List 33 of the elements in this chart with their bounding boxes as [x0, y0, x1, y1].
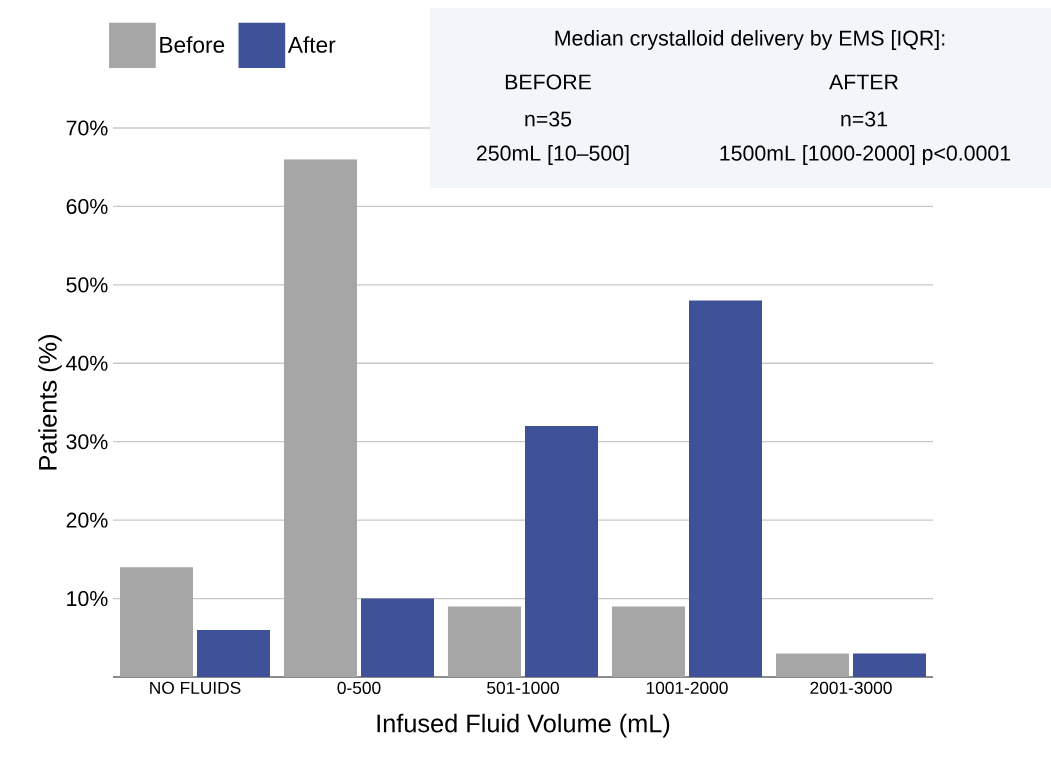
bar [120, 567, 194, 677]
x-tick-label: 0-500 [337, 681, 381, 694]
x-axis-title: Infused Fluid Volume (mL) [377, 713, 670, 738]
y-tick-label: 70% [66, 120, 108, 136]
bar [361, 598, 434, 677]
legend-label: After [287, 36, 336, 53]
x-tick-label: 1001-2000 [646, 681, 728, 694]
text: BEFORE [505, 74, 591, 90]
bar [852, 653, 926, 677]
y-tick-label: 20% [66, 512, 108, 528]
bar [775, 653, 849, 677]
bar [525, 426, 598, 677]
x-tick-label: 501-1000 [487, 681, 559, 694]
bar [197, 629, 271, 677]
legend-label: Before [160, 36, 225, 53]
y-tick-label: 10% [67, 591, 108, 607]
text: AFTER [829, 74, 898, 90]
y-tick-label: 30% [66, 434, 108, 450]
bar [284, 159, 357, 677]
bar [612, 606, 685, 677]
annotation: 250mL [10–500] [476, 145, 629, 165]
annotation: 1500mL [1000-2000] p<0.0001 [720, 145, 1011, 165]
text: n=31 [841, 111, 887, 127]
bar [689, 300, 762, 677]
y-axis-title: Patients (%) [38, 335, 62, 470]
text: n=35 [525, 111, 572, 127]
x-tick-label: 2001-3000 [810, 681, 892, 694]
text: Median crystalloid delivery by EMS [IQR]: [555, 30, 945, 50]
x-tick-label: NO FLUIDS [150, 681, 241, 694]
y-tick-label: 60% [66, 198, 108, 214]
y-tick-label: 40% [66, 355, 108, 371]
bar [448, 606, 521, 677]
y-tick-label: 50% [66, 277, 108, 293]
